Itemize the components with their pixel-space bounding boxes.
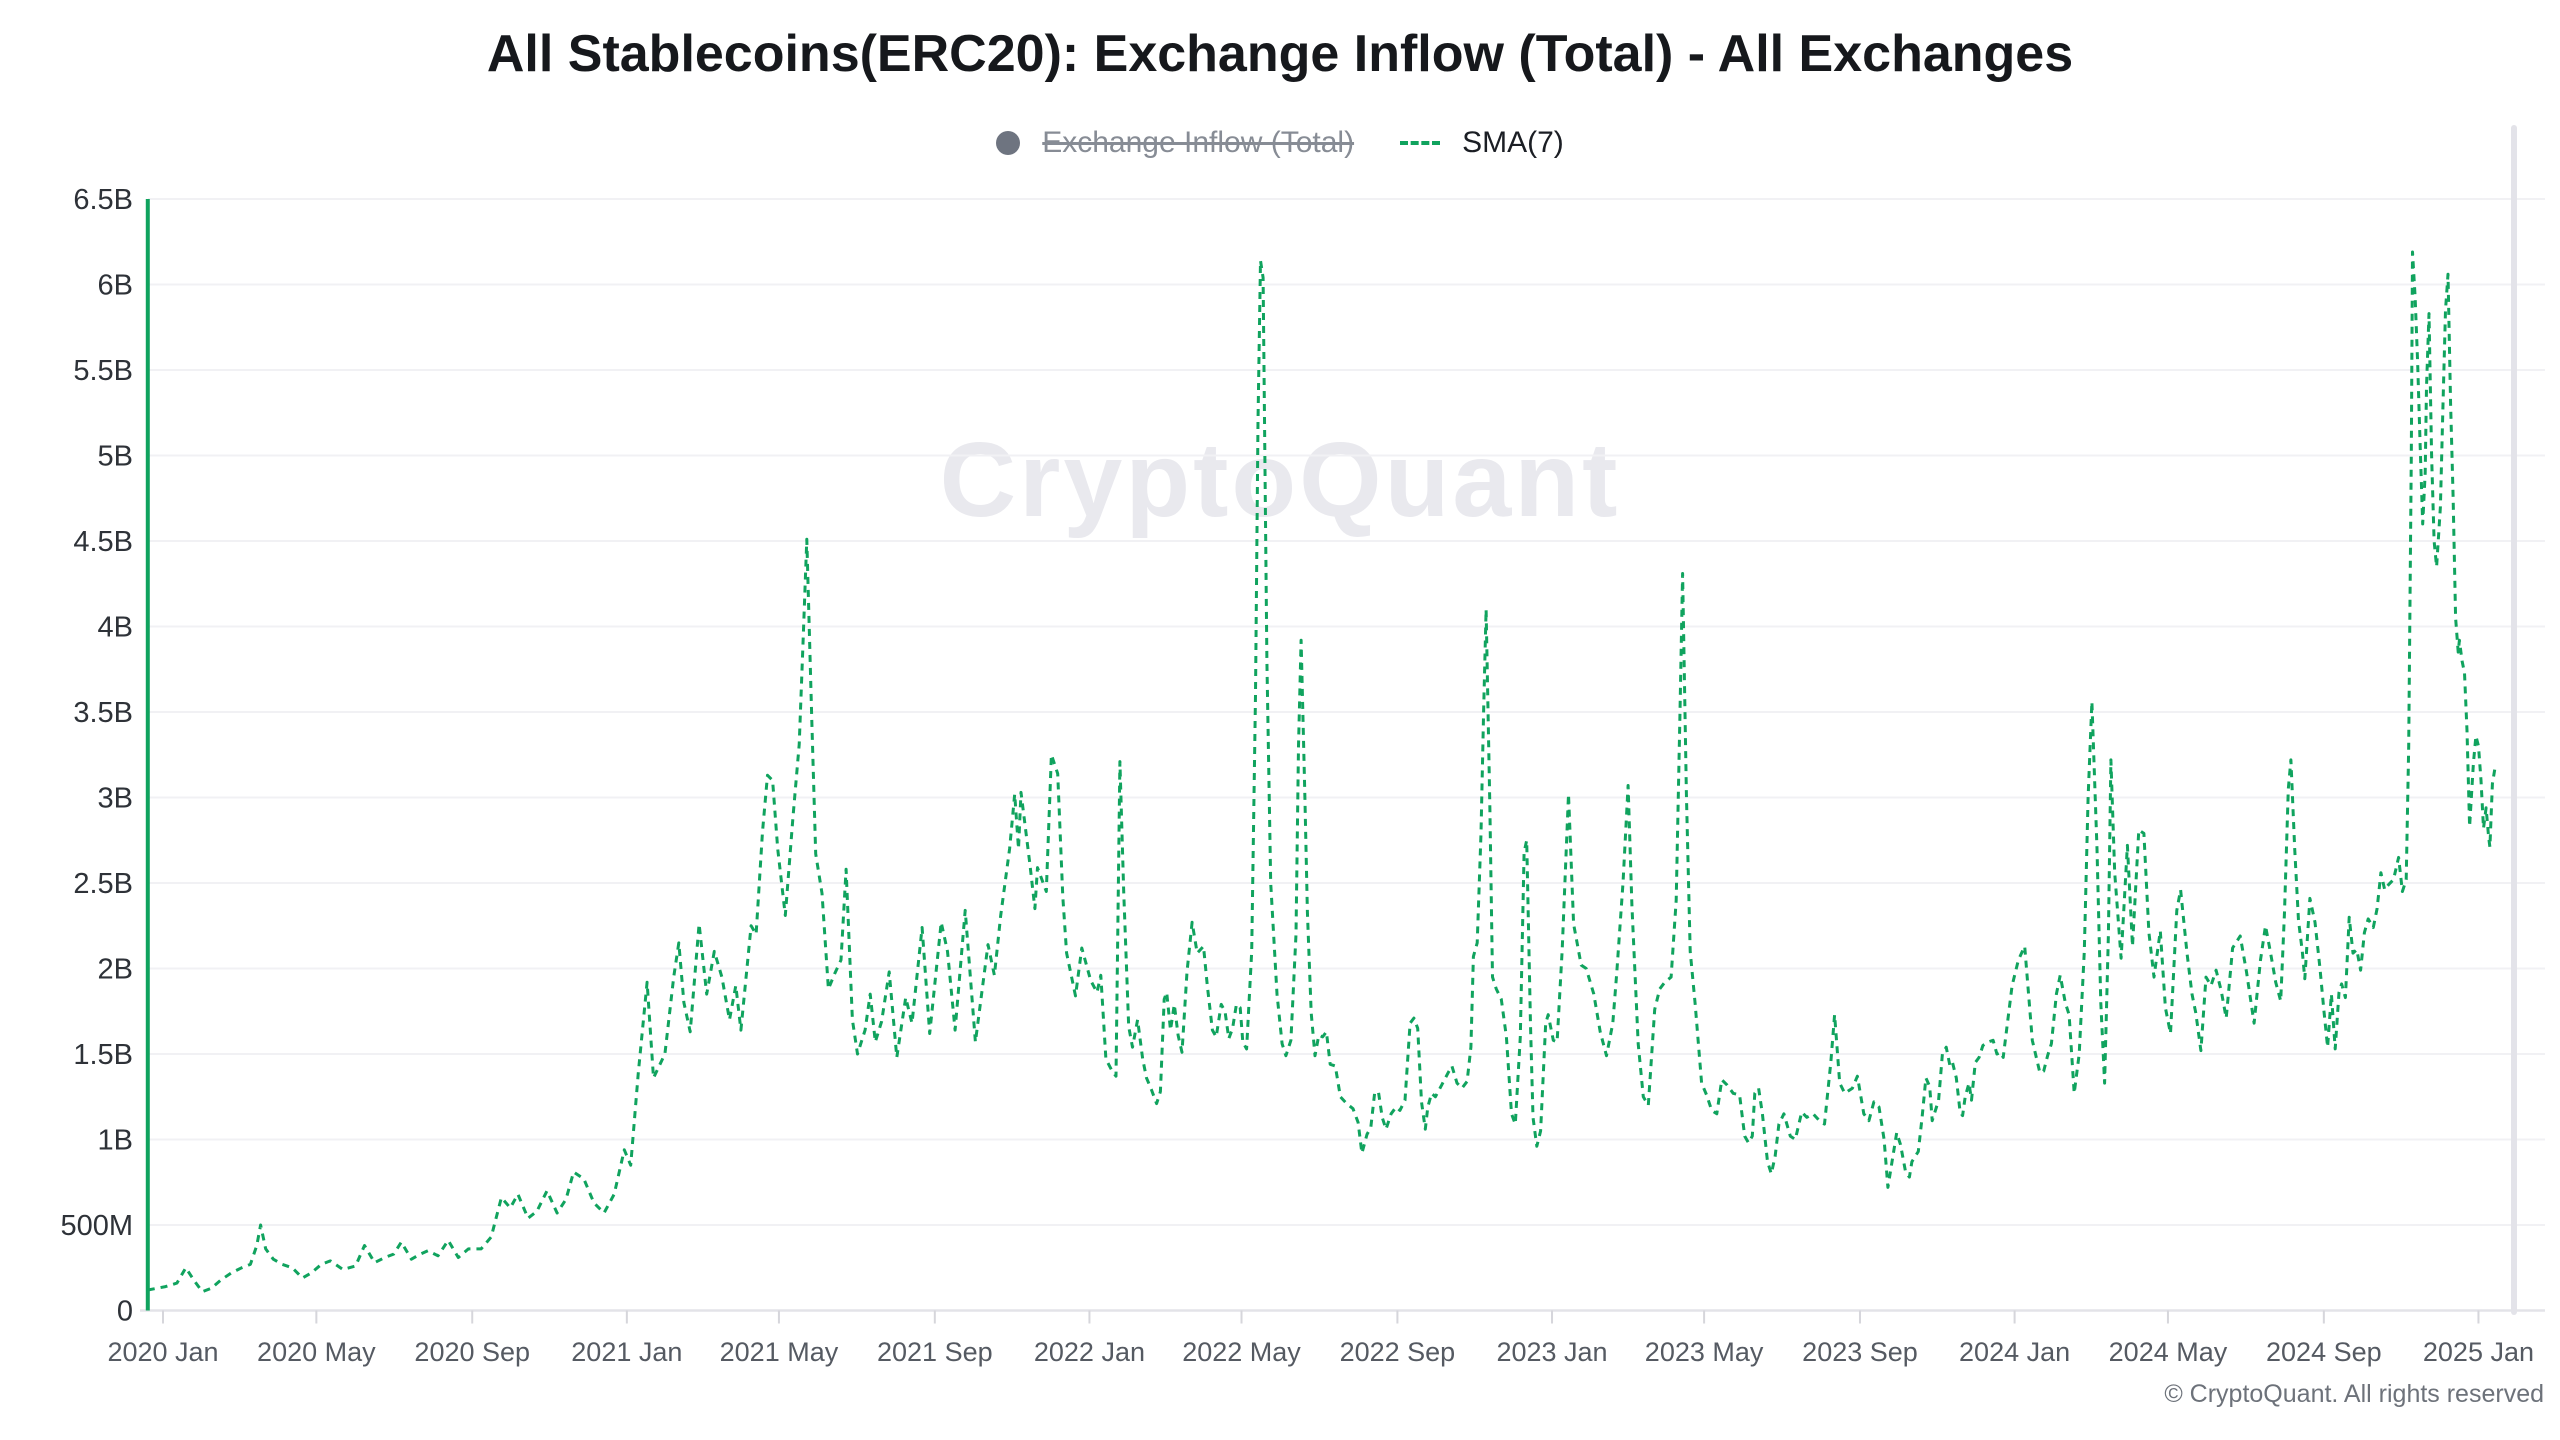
y-tick-label: 2.5B (73, 868, 133, 900)
y-tick-label: 5.5B (73, 355, 133, 387)
right-rail[interactable] (2511, 125, 2517, 1315)
legend-label-sma7: SMA(7) (1462, 126, 1564, 159)
y-tick-label: 0 (117, 1296, 133, 1328)
x-tick-label: 2021 May (720, 1337, 839, 1367)
y-tick-label: 3B (98, 783, 133, 815)
y-tick-label: 500M (60, 1210, 133, 1242)
x-tick-label: 2023 May (1645, 1337, 1764, 1367)
x-tick-label: 2021 Sep (877, 1337, 993, 1367)
sma7-line (147, 250, 2498, 1294)
y-tick-label: 4.5B (73, 526, 133, 558)
y-tick-label: 3.5B (73, 697, 133, 729)
x-tick-label: 2023 Sep (1802, 1337, 1918, 1367)
x-tick-label: 2023 Jan (1496, 1337, 1607, 1367)
x-tick-label: 2025 Jan (2423, 1337, 2534, 1367)
x-tick-label: 2024 May (2109, 1337, 2228, 1367)
x-tick-label: 2020 Jan (107, 1337, 218, 1367)
x-tick-label: 2020 May (257, 1337, 376, 1367)
dashed-line-icon (1400, 141, 1441, 145)
circle-icon (996, 131, 1021, 155)
legend-item-sma7[interactable]: SMA(7) (1400, 126, 1564, 160)
x-tick-label: 2022 May (1182, 1337, 1301, 1367)
y-tick-label: 6.5B (73, 184, 133, 216)
x-tick-label: 2021 Jan (571, 1337, 682, 1367)
y-tick-label: 4B (98, 612, 133, 644)
legend-item-exchange-inflow[interactable]: Exchange Inflow (Total) (996, 126, 1354, 160)
y-tick-label: 1B (98, 1125, 133, 1157)
y-tick-label: 2B (98, 954, 133, 986)
legend: Exchange Inflow (Total) SMA(7) (0, 126, 2560, 160)
y-tick-label: 5B (98, 441, 133, 473)
chart-title: All Stablecoins(ERC20): Exchange Inflow … (486, 25, 2074, 83)
x-tick-label: 2020 Sep (414, 1337, 530, 1367)
legend-label-exchange-inflow: Exchange Inflow (Total) (1042, 126, 1355, 159)
copyright-text: © CryptoQuant. All rights reserved (2164, 1380, 2544, 1408)
x-tick-label: 2022 Jan (1034, 1337, 1145, 1367)
y-tick-label: 1.5B (73, 1039, 133, 1071)
y-tick-label: 6B (98, 270, 133, 302)
x-tick-label: 2024 Jan (1959, 1337, 2070, 1367)
x-tick-label: 2022 Sep (1340, 1337, 1456, 1367)
x-tick-label: 2024 Sep (2266, 1337, 2382, 1367)
